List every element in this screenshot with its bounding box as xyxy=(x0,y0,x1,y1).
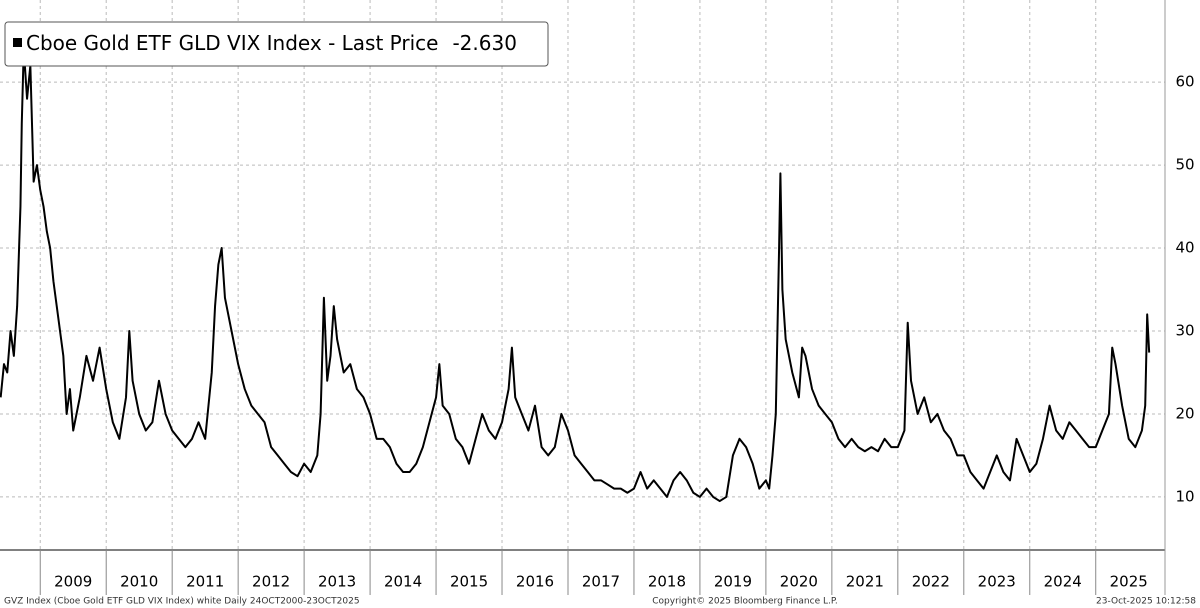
x-tick-label: 2020 xyxy=(780,573,818,591)
x-tick-label: 2014 xyxy=(384,573,422,591)
x-tick-label: 2012 xyxy=(252,573,290,591)
legend-box xyxy=(4,21,549,67)
x-tick-label: 2018 xyxy=(648,573,686,591)
legend-label: Cboe Gold ETF GLD VIX Index - Last Price… xyxy=(26,31,517,55)
x-tick-label: 2021 xyxy=(846,573,884,591)
y-tick-label: 20 xyxy=(1175,404,1194,422)
y-tick-label: 40 xyxy=(1175,239,1194,257)
x-tick-label: 2022 xyxy=(912,573,950,591)
y-tick-label: 50 xyxy=(1175,156,1194,174)
x-tick-label: 2010 xyxy=(120,573,158,591)
footer-right: 23-Oct-2025 10:12:58 xyxy=(1096,597,1196,607)
x-tick-label: 2013 xyxy=(318,573,356,591)
legend-last-change: -2.630 xyxy=(452,31,516,55)
grid xyxy=(0,0,1165,550)
y-tick-label: 10 xyxy=(1175,487,1194,505)
x-tick-label: 2024 xyxy=(1044,573,1082,591)
x-tick-label: 2016 xyxy=(516,573,554,591)
legend: Cboe Gold ETF GLD VIX Index - Last Price… xyxy=(4,21,549,67)
x-tick-label: 2025 xyxy=(1110,573,1148,591)
x-tick-label: 2009 xyxy=(54,573,92,591)
x-tick-label: 2023 xyxy=(978,573,1016,591)
line xyxy=(0,47,1151,503)
y-tick-label: 60 xyxy=(1175,73,1194,91)
x-tick-label: 2015 xyxy=(450,573,488,591)
plot xyxy=(0,47,1151,503)
x-tick-label: 2011 xyxy=(186,573,224,591)
footer-center: Copyright© 2025 Bloomberg Finance L.P. xyxy=(652,597,837,607)
legend-series-name: Cboe Gold ETF GLD VIX Index - Last Price xyxy=(26,31,438,55)
y-tick-label: 30 xyxy=(1175,321,1194,339)
legend-swatch xyxy=(13,38,22,47)
x-tick-label: 2017 xyxy=(582,573,620,591)
footer-left: GVZ Index (Cboe Gold ETF GLD VIX Index) … xyxy=(4,597,360,607)
x-tick-label: 2019 xyxy=(714,573,752,591)
